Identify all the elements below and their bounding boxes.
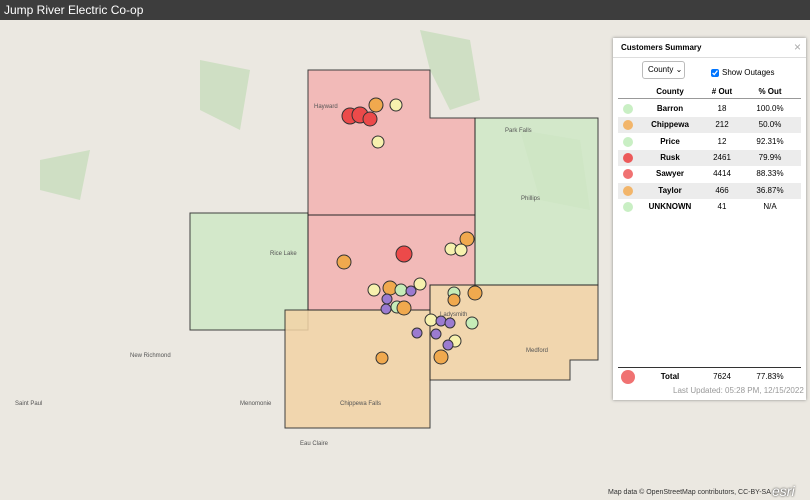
place-label: Eau Claire	[300, 441, 329, 447]
group-select[interactable]: County ⌄	[642, 61, 685, 79]
status-dot	[623, 185, 633, 196]
outage-marker	[371, 135, 385, 149]
column-header: % Out	[758, 87, 782, 96]
outage-marker	[465, 316, 479, 330]
row-bg	[618, 149, 801, 166]
outage-marker	[447, 293, 461, 307]
outage-marker	[442, 339, 454, 351]
taylor	[429, 284, 599, 381]
total-label: Total	[660, 372, 680, 381]
status-dot	[623, 104, 633, 114]
out-percent: 36.87%	[756, 185, 784, 195]
outage-marker	[389, 98, 403, 112]
out-percent: 92.31%	[756, 136, 784, 146]
outage-marker	[413, 277, 427, 291]
county-name: UNKNOWN	[648, 201, 692, 211]
outage-marker	[375, 351, 389, 365]
status-dot	[621, 370, 635, 384]
place-label: Chippewa Falls	[340, 401, 381, 407]
outage-marker	[336, 254, 352, 270]
out-count: 18	[717, 104, 727, 113]
summary-panel: Customers Summary × County ⌄ Show Outage…	[613, 38, 806, 400]
out-count: 212	[715, 120, 729, 130]
out-percent: 100.0%	[756, 104, 784, 113]
place-label: Park Falls	[505, 128, 532, 134]
place-label: Menomonie	[240, 401, 272, 407]
outage-marker	[394, 283, 408, 297]
outage-marker	[454, 243, 468, 257]
row-bg	[618, 117, 801, 134]
status-dot	[623, 120, 633, 131]
place-label: New Richmond	[130, 353, 171, 359]
show-outages[interactable]: Show Outages	[711, 68, 774, 77]
out-count: 7624	[713, 372, 731, 381]
place-label: Rice Lake	[270, 251, 297, 257]
total-rule	[618, 367, 801, 368]
select-text: County	[648, 65, 674, 74]
outage-marker	[405, 285, 417, 297]
outage-marker	[367, 283, 381, 297]
column-header: County	[656, 87, 684, 96]
outage-marker	[430, 328, 442, 340]
esri-logo: esri	[772, 483, 795, 499]
outage-marker	[467, 285, 483, 301]
status-dot	[623, 201, 633, 212]
checkbox-label: Show Outages	[722, 68, 775, 77]
county-name: Rusk	[660, 152, 680, 162]
place-label: Medford	[526, 348, 548, 354]
outage-marker	[459, 231, 475, 247]
counties	[189, 69, 599, 429]
status-dot	[623, 152, 633, 163]
updated: Last Updated: 05:28 PM, 12/15/2022	[673, 386, 804, 395]
out-count: 41	[717, 201, 727, 211]
county-name: Taylor	[658, 185, 682, 195]
outage-marker	[396, 300, 412, 316]
outage-marker	[368, 97, 384, 113]
status-dot	[623, 169, 633, 180]
county-name: Price	[660, 136, 680, 146]
close-button[interactable]: ×	[794, 40, 802, 54]
divider	[613, 57, 806, 58]
outage-marker	[433, 349, 449, 365]
header-rule	[618, 98, 801, 99]
place-label: Hayward	[314, 104, 338, 110]
out-count: 4414	[713, 169, 731, 179]
place-label: Ladysmith	[440, 312, 467, 318]
out-count: 12	[717, 136, 727, 146]
checkbox[interactable]	[711, 68, 719, 77]
outage-marker	[381, 293, 393, 305]
status-dot	[623, 136, 633, 147]
out-percent: N/A	[763, 201, 777, 211]
chippewa	[284, 309, 431, 429]
outage-marker	[411, 327, 423, 339]
panel-title: Customers Summary	[621, 43, 702, 52]
outage-marker	[444, 317, 456, 329]
out-count: 2461	[713, 152, 731, 162]
out-percent: 50.0%	[758, 120, 782, 130]
out-percent: 77.83%	[756, 372, 784, 381]
attribution: Map data © OpenStreetMap contributors, C…	[608, 489, 771, 496]
outage-marker	[424, 313, 438, 327]
place-label: Saint Paul	[15, 401, 42, 407]
county-name: Chippewa	[651, 120, 689, 130]
out-percent: 79.9%	[758, 152, 782, 162]
out-percent: 88.33%	[756, 169, 784, 179]
outage-marker	[380, 303, 392, 315]
row-bg	[618, 182, 801, 199]
county-name: Barron	[656, 104, 684, 113]
column-header: # Out	[711, 87, 733, 96]
header-title: Jump River Electric Co-op	[0, 0, 810, 20]
county-name: Sawyer	[655, 169, 685, 179]
outage-marker	[362, 111, 378, 127]
out-count: 466	[715, 185, 729, 195]
outage-marker	[395, 245, 413, 263]
place-label: Phillips	[521, 196, 540, 202]
